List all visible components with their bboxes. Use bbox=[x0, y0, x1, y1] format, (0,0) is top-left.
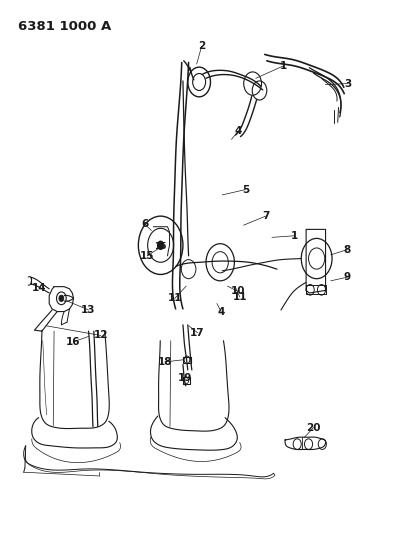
Text: 15: 15 bbox=[154, 242, 167, 251]
Text: 6381 1000 A: 6381 1000 A bbox=[18, 20, 111, 33]
Text: 11: 11 bbox=[168, 293, 182, 303]
Text: 1: 1 bbox=[279, 61, 287, 71]
Text: 4: 4 bbox=[234, 126, 242, 136]
Text: 4: 4 bbox=[217, 306, 225, 317]
Circle shape bbox=[59, 295, 64, 302]
Text: 16: 16 bbox=[66, 337, 81, 347]
Text: 8: 8 bbox=[344, 245, 351, 255]
Text: 1: 1 bbox=[291, 231, 298, 241]
Text: 15: 15 bbox=[140, 251, 155, 261]
Text: 10: 10 bbox=[231, 286, 245, 296]
Text: 14: 14 bbox=[32, 282, 47, 293]
Text: 7: 7 bbox=[262, 211, 269, 221]
Text: 20: 20 bbox=[306, 423, 321, 433]
Text: 2: 2 bbox=[198, 42, 205, 52]
Text: 9: 9 bbox=[344, 272, 351, 282]
Text: 13: 13 bbox=[81, 305, 96, 315]
Text: 11: 11 bbox=[233, 292, 247, 302]
Text: 6: 6 bbox=[141, 219, 149, 229]
Circle shape bbox=[157, 241, 164, 249]
Text: 5: 5 bbox=[242, 184, 249, 195]
Text: 3: 3 bbox=[344, 78, 351, 88]
Text: 19: 19 bbox=[178, 373, 192, 383]
Text: 12: 12 bbox=[93, 330, 108, 341]
Text: 18: 18 bbox=[157, 357, 172, 367]
Text: 17: 17 bbox=[190, 328, 205, 338]
